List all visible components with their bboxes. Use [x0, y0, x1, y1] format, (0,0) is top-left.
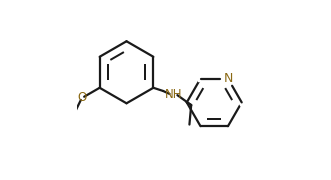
- Text: NH: NH: [165, 88, 182, 101]
- Text: N: N: [224, 72, 233, 85]
- Text: O: O: [77, 91, 87, 104]
